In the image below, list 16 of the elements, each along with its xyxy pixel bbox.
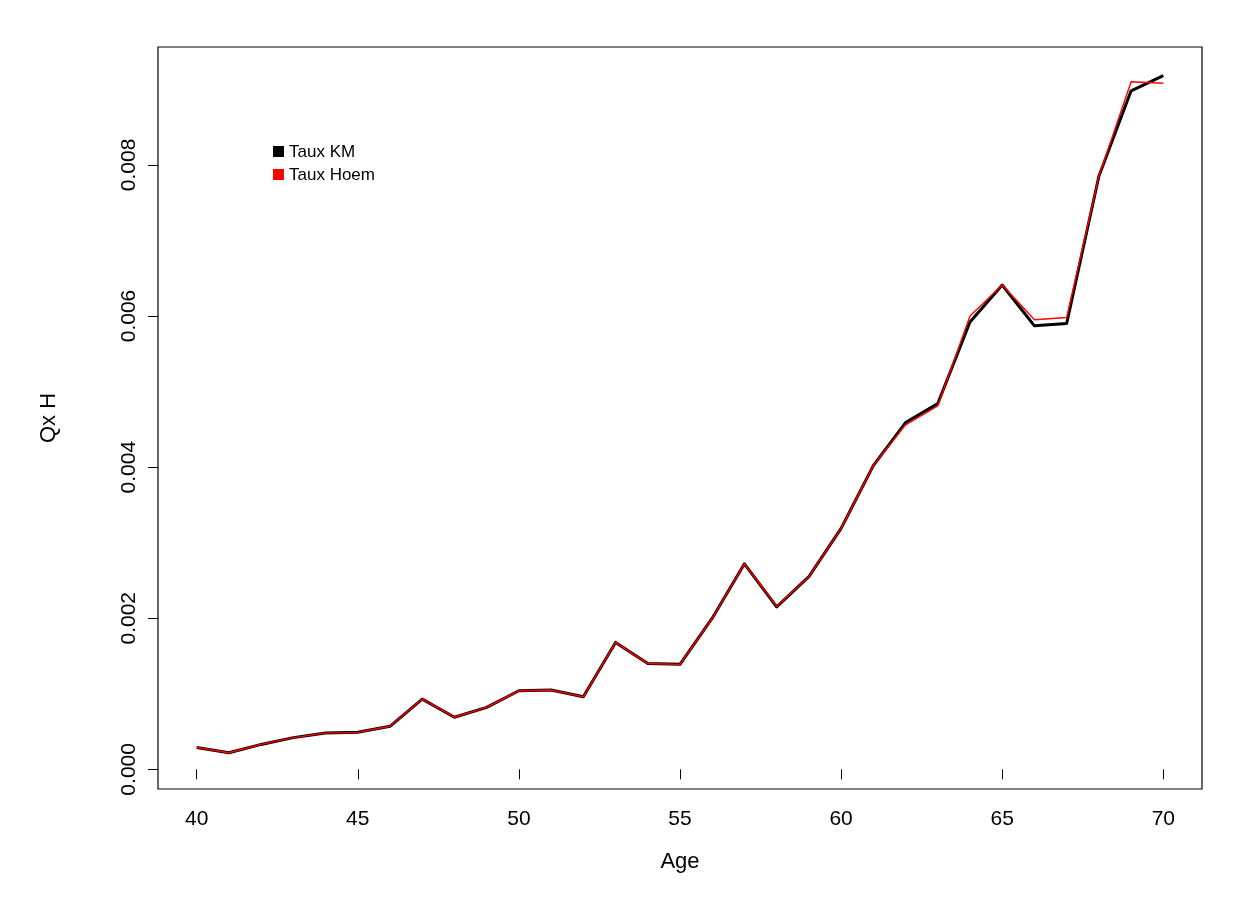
x-tick-label: 70 [1151,806,1176,829]
x-tick-label: 55 [668,806,692,829]
legend-label: Taux Hoem [289,165,375,184]
y-axis-title: Qx H [34,392,60,444]
y-tick-label: 0.000 [116,743,139,796]
y-tick-label: 0.006 [116,289,139,343]
x-tick-label: 65 [990,806,1014,829]
legend-label: Taux KM [289,142,356,161]
y-tick-label: 0.004 [116,440,139,494]
x-tick-label: 40 [184,806,209,829]
x-tick-label: 45 [346,806,370,829]
x-tick-label: 60 [829,806,853,829]
y-tick-label: 0.008 [116,138,139,192]
x-tick-label: 50 [507,806,531,829]
y-tick-label: 0.002 [116,591,139,645]
x-axis-title: Age [660,847,700,873]
